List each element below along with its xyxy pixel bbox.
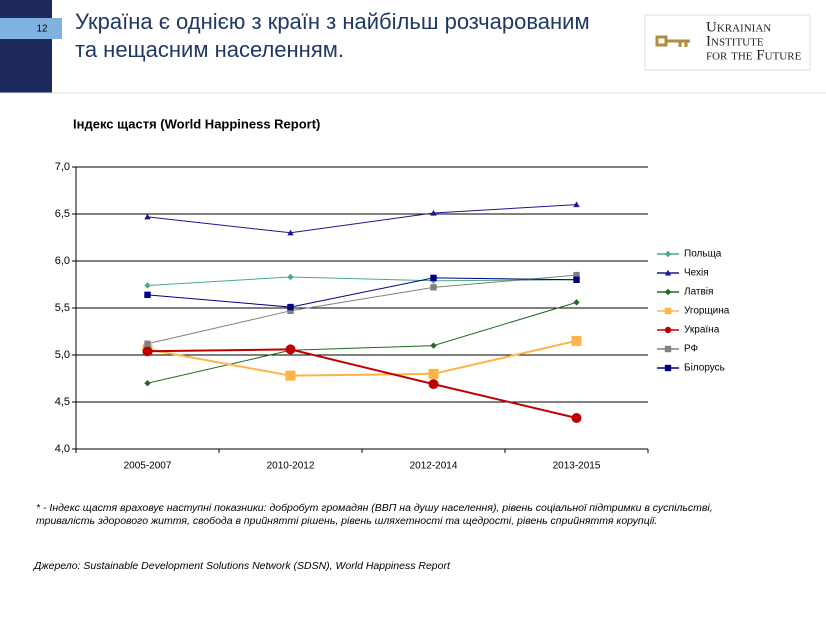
series-line bbox=[147, 277, 577, 308]
legend-label: Україна bbox=[684, 325, 720, 336]
legend-marker bbox=[664, 326, 672, 334]
x-tick-label: 2013-2015 bbox=[553, 461, 601, 472]
point bbox=[428, 368, 439, 379]
series-line bbox=[147, 339, 577, 377]
point bbox=[430, 342, 437, 349]
slide-number-box bbox=[0, 18, 62, 39]
y-tick-label: 4,0 bbox=[55, 443, 70, 455]
header-bar bbox=[0, 0, 52, 93]
legend-label: Чехія bbox=[684, 268, 709, 279]
chart-title: Індекс щастя (World Happiness Report) bbox=[73, 116, 320, 131]
point bbox=[287, 307, 294, 315]
x-tick-label: 2012-2014 bbox=[410, 461, 458, 472]
legend-label: Угорщина bbox=[684, 306, 730, 317]
series-line bbox=[147, 348, 577, 419]
point bbox=[571, 412, 582, 423]
series-line bbox=[147, 274, 577, 345]
y-tick-label: 7,0 bbox=[55, 161, 70, 173]
legend-label: Латвія bbox=[684, 287, 713, 298]
series-line bbox=[147, 204, 577, 234]
logo-text: for the Future bbox=[706, 47, 802, 63]
footnote: * - Індекс щастя враховує наступні показ… bbox=[36, 502, 713, 514]
y-tick-label: 5,0 bbox=[55, 349, 70, 361]
point bbox=[430, 284, 437, 291]
slide-title: та нещасним населенням. bbox=[75, 37, 344, 62]
legend-marker bbox=[664, 288, 672, 296]
point bbox=[287, 273, 294, 281]
series-line bbox=[147, 276, 577, 286]
point bbox=[573, 276, 580, 283]
logo-text: Ukrainian bbox=[706, 19, 771, 35]
legend-marker bbox=[664, 345, 672, 353]
point bbox=[571, 335, 582, 346]
x-tick-label: 2005-2007 bbox=[124, 461, 172, 472]
logo-text: Institute bbox=[706, 33, 764, 49]
logo-icon bbox=[655, 35, 690, 47]
series-line bbox=[147, 301, 577, 384]
y-tick-label: 4,5 bbox=[55, 396, 70, 408]
point bbox=[430, 274, 437, 282]
y-tick-label: 6,0 bbox=[55, 255, 70, 267]
point bbox=[144, 380, 151, 387]
y-tick-label: 5,5 bbox=[55, 302, 70, 314]
source: Джерело: Sustainable Development Solutio… bbox=[33, 560, 451, 572]
legend-marker bbox=[664, 269, 672, 276]
y-tick-label: 6,5 bbox=[55, 208, 70, 220]
point bbox=[428, 379, 439, 390]
point bbox=[144, 340, 151, 347]
point bbox=[573, 271, 580, 279]
legend-label: Польща bbox=[684, 249, 722, 260]
legend-marker bbox=[664, 307, 672, 315]
slide-title: Україна є однією з країн з найбільш розч… bbox=[75, 9, 590, 34]
footnote: тривалість здорового життя, свобода в пр… bbox=[36, 515, 657, 527]
point bbox=[142, 346, 153, 357]
legend-marker bbox=[664, 364, 672, 372]
point bbox=[287, 303, 294, 311]
point bbox=[144, 213, 151, 220]
x-tick-label: 2010-2012 bbox=[267, 461, 315, 472]
slide-number: 12 bbox=[36, 24, 48, 35]
point bbox=[285, 344, 296, 355]
point bbox=[573, 201, 580, 208]
point bbox=[144, 282, 151, 289]
point bbox=[285, 370, 296, 381]
legend-label: Білорусь bbox=[684, 363, 725, 374]
point bbox=[573, 299, 580, 306]
legend-marker bbox=[664, 250, 672, 258]
point bbox=[287, 229, 294, 236]
point bbox=[430, 209, 437, 216]
point bbox=[144, 291, 151, 299]
legend-label: РФ bbox=[684, 344, 699, 355]
